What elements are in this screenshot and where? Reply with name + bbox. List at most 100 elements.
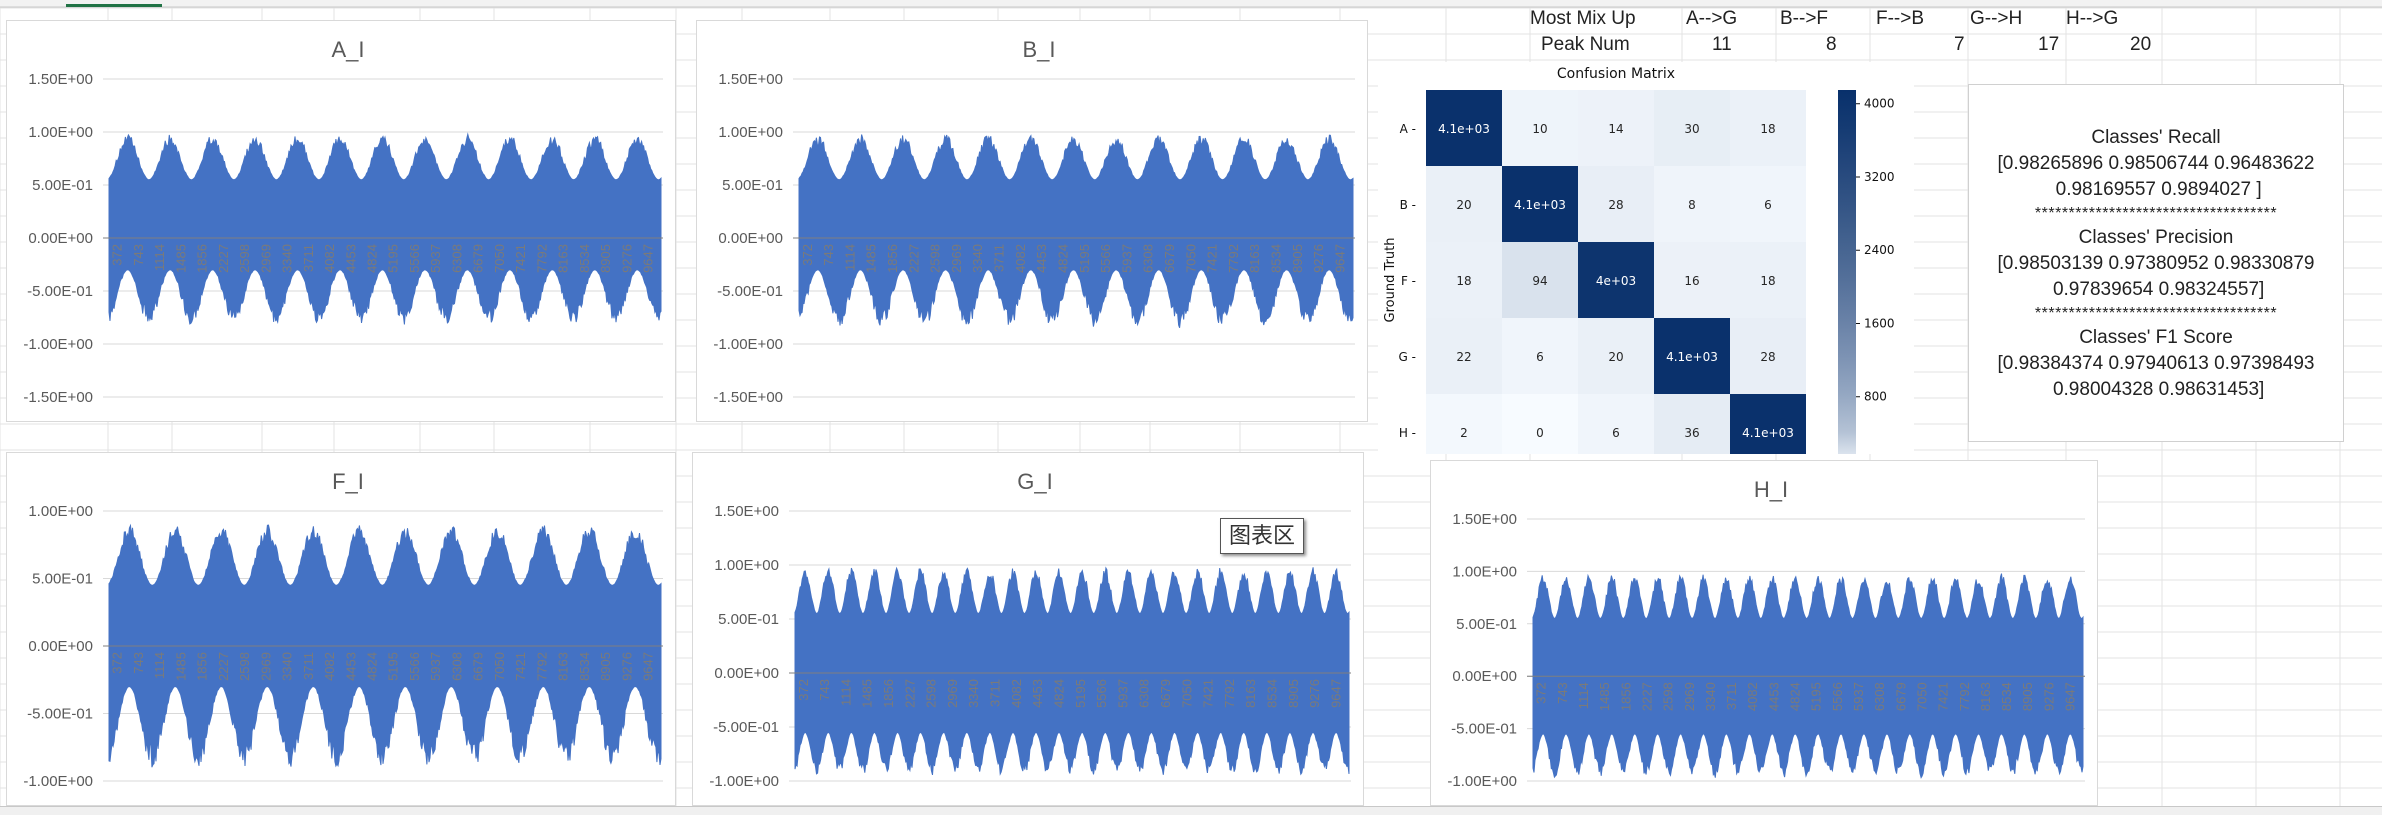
- x-tick-label: 743: [1555, 682, 1570, 704]
- table-row2-value-4[interactable]: 17: [2038, 34, 2060, 55]
- chart-g-i[interactable]: G_I 1.50E+00 1.00E+00 5.00E-01 0.00E+00 -5.00…: [692, 452, 1364, 806]
- y-tick-label: -1.00E+00: [713, 336, 783, 353]
- cm-cell[interactable]: [1654, 90, 1730, 166]
- x-tick-label: 7792: [1226, 244, 1241, 273]
- cm-cell[interactable]: [1578, 242, 1654, 318]
- recall-title: Classes' Recall: [2091, 127, 2221, 148]
- cm-cell-label: 18: [1456, 274, 1471, 288]
- cm-row-label: G -: [1399, 350, 1416, 364]
- sheet-bottom-bar: [0, 806, 2382, 815]
- x-tick-label: 6679: [1158, 679, 1173, 708]
- cm-cell[interactable]: [1426, 394, 1502, 470]
- table-row1-label[interactable]: Most Mix Up: [1530, 8, 1636, 29]
- x-tick-label: 2598: [237, 244, 252, 273]
- x-tick-label: 7050: [1179, 679, 1194, 708]
- cm-cell[interactable]: [1730, 166, 1806, 242]
- x-tick-label: 6308: [449, 652, 464, 681]
- cm-cell[interactable]: [1730, 394, 1806, 470]
- cm-cell[interactable]: [1654, 394, 1730, 470]
- chart-area-tooltip: 图表区: [1220, 518, 1304, 554]
- x-tick-label: 2598: [924, 679, 939, 708]
- cm-cell[interactable]: [1730, 318, 1806, 394]
- cm-cell-label: 0: [1536, 426, 1544, 440]
- cm-cell[interactable]: [1578, 394, 1654, 470]
- cm-row-label: F -: [1401, 274, 1416, 288]
- signal-series[interactable]: [798, 134, 1354, 328]
- table-row1-value-5[interactable]: H-->G: [2066, 8, 2119, 29]
- cm-cell[interactable]: [1426, 90, 1502, 166]
- y-tick-label: 0.00E+00: [718, 230, 783, 247]
- cm-cell-label: 4.1e+03: [1666, 350, 1718, 364]
- y-tick-label: 1.00E+00: [718, 124, 783, 141]
- cm-cell[interactable]: [1654, 318, 1730, 394]
- cm-cell[interactable]: [1502, 242, 1578, 318]
- y-tick-label: 0.00E+00: [1452, 668, 1517, 685]
- precision-values-line2: 0.97839654 0.98324557]: [2047, 279, 2265, 300]
- y-tick-label: 5.00E-01: [1456, 616, 1517, 633]
- y-tick-label: 0.00E+00: [714, 665, 779, 682]
- cm-cell[interactable]: [1426, 242, 1502, 318]
- chart-b-i[interactable]: B_I 1.50E+00 1.00E+00 5.00E-01 0.00E+00 -5.00…: [696, 20, 1368, 422]
- table-row2-value-5[interactable]: 20: [2130, 34, 2152, 55]
- x-tick-label: 5937: [428, 244, 443, 273]
- x-tick-label: 743: [821, 244, 836, 266]
- x-tick-label: 6679: [1893, 682, 1908, 711]
- x-tick-label: 1485: [860, 679, 875, 708]
- y-tick-label: -1.00E+00: [709, 773, 779, 790]
- chart-h-i[interactable]: H_I 1.50E+00 1.00E+00 5.00E-01 0.00E+00 -5.00…: [1430, 460, 2098, 806]
- cm-cell[interactable]: [1502, 318, 1578, 394]
- x-tick-label: 7421: [1205, 244, 1220, 273]
- table-row2-value-1[interactable]: 11: [1712, 34, 1732, 55]
- x-tick-label: 8905: [1290, 244, 1305, 273]
- cm-cell[interactable]: [1502, 90, 1578, 166]
- cm-cell[interactable]: [1578, 166, 1654, 242]
- table-row2-value-2[interactable]: 8: [1826, 34, 1837, 55]
- table-row1-value-3[interactable]: F-->B: [1876, 8, 1925, 29]
- table-row1-value-4[interactable]: G-->H: [1970, 8, 2023, 29]
- table-row2-label[interactable]: Peak Num: [1541, 34, 1630, 55]
- cm-cell[interactable]: [1730, 242, 1806, 318]
- cm-cell[interactable]: [1426, 318, 1502, 394]
- chart-title: F_I: [332, 469, 364, 494]
- x-tick-label: 4082: [1009, 679, 1024, 708]
- x-tick-label: 2227: [216, 244, 231, 273]
- x-tick-label: 1114: [838, 679, 853, 706]
- x-tick-label: 5195: [386, 652, 401, 681]
- chart-title: B_I: [1022, 37, 1055, 62]
- cm-cell[interactable]: [1654, 166, 1730, 242]
- cm-ylabel: Ground Truth: [1383, 238, 1398, 323]
- signal-series[interactable]: [794, 566, 1350, 776]
- table-row1-value-2[interactable]: B-->F: [1780, 8, 1829, 29]
- metrics-textbox[interactable]: Classes' Recall [0.98265896 0.98506744 0…: [1968, 84, 2344, 442]
- cm-row-label: H -: [1399, 426, 1416, 440]
- table-row1-value-1[interactable]: A-->G: [1686, 8, 1738, 29]
- x-tick-label: 3340: [1703, 682, 1718, 711]
- chart-f-i[interactable]: F_I 1.00E+00 5.00E-01 0.00E+00 -5.00E-01 -1.0…: [6, 452, 676, 806]
- cm-cell[interactable]: [1654, 242, 1730, 318]
- cm-cell[interactable]: [1502, 394, 1578, 470]
- cm-cell[interactable]: [1502, 166, 1578, 242]
- cm-cell[interactable]: [1426, 166, 1502, 242]
- x-tick-label: 9647: [2063, 682, 2078, 711]
- signal-series[interactable]: [108, 132, 662, 325]
- cm-colorbar-tick: 3200: [1864, 170, 1895, 184]
- x-tick-label: 1114: [842, 244, 857, 271]
- recall-values-line1: [0.98265896 0.98506744 0.96483622: [1997, 153, 2315, 174]
- cm-cell-label: 18: [1760, 122, 1775, 136]
- x-tick-label: 1856: [881, 679, 896, 708]
- x-tick-label: 4824: [365, 244, 380, 273]
- table-row2-value-3[interactable]: 7: [1954, 34, 1965, 55]
- x-tick-label: 1485: [173, 244, 188, 273]
- x-tick-label: 9647: [641, 244, 656, 273]
- signal-series[interactable]: [1532, 573, 2084, 779]
- cm-cell[interactable]: [1730, 90, 1806, 166]
- chart-a-i[interactable]: A_I 1.50E+00 1.00E+00 5.00E-01 0.00E+00 -5.00…: [6, 20, 676, 422]
- x-tick-label: 2969: [945, 679, 960, 708]
- cm-cell[interactable]: [1578, 90, 1654, 166]
- cm-cell[interactable]: [1578, 318, 1654, 394]
- x-tick-label: 8163: [556, 244, 571, 273]
- y-tick-label: 0.00E+00: [28, 638, 93, 655]
- y-tick-label: -1.50E+00: [23, 389, 93, 406]
- x-tick-label: 7050: [492, 244, 507, 273]
